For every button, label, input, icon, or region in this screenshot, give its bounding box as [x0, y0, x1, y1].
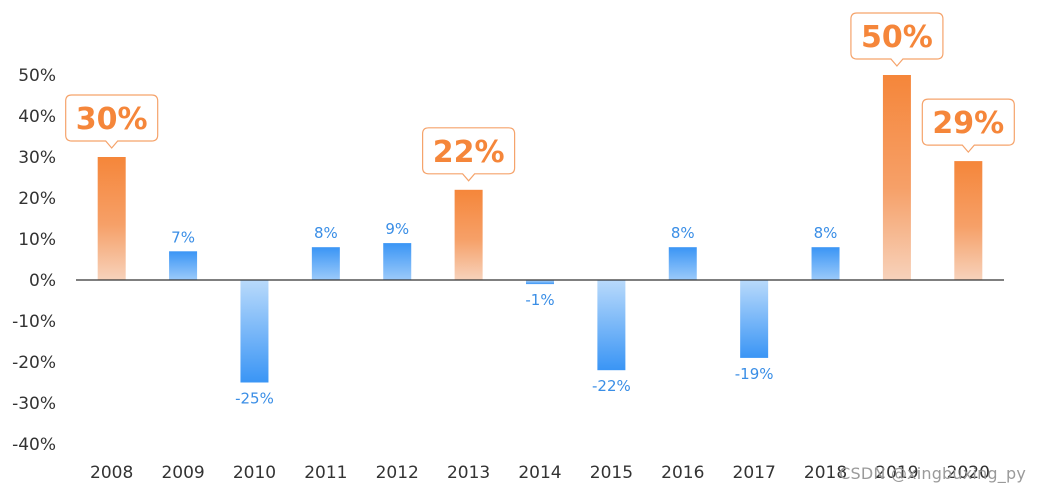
- x-tick-label: 2020: [947, 463, 990, 483]
- bar-2012: [383, 243, 412, 280]
- y-tick-label: -30%: [12, 394, 56, 414]
- data-label-2017: -19%: [735, 365, 774, 383]
- y-tick-label: 0%: [29, 271, 56, 291]
- y-axis-ticks: 50% 40% 30% 20% 10% 0% -10% -20% -30% -40%: [12, 66, 56, 455]
- x-tick-label: 2011: [304, 463, 347, 483]
- callout-box: [850, 12, 944, 67]
- data-label-2010: -25%: [235, 390, 274, 408]
- data-label-2018: 8%: [814, 224, 838, 242]
- x-tick-label: 2013: [447, 463, 490, 483]
- callout-2019: 50%: [850, 12, 944, 67]
- x-tick-label: 2012: [376, 463, 419, 483]
- bar-2010: [240, 280, 269, 383]
- bar-2014: [526, 280, 554, 285]
- callout-label: 30%: [76, 102, 148, 137]
- y-tick-label: 20%: [18, 189, 56, 209]
- bar-2013: [454, 189, 483, 280]
- bar-2020: [954, 161, 983, 280]
- x-tick-label: 2019: [875, 463, 918, 483]
- data-label-2016: 8%: [671, 224, 695, 242]
- callout-box: [65, 94, 159, 149]
- callout-box: [422, 127, 516, 182]
- callout-2020: 29%: [921, 98, 1015, 154]
- y-tick-label: 40%: [18, 107, 56, 127]
- bar-2011: [311, 247, 340, 280]
- data-label-2014: -1%: [525, 291, 554, 309]
- callout-box: [921, 98, 1015, 154]
- x-tick-label: 2009: [161, 463, 204, 483]
- y-tick-label: -20%: [12, 353, 56, 373]
- bar-2009: [169, 251, 198, 280]
- x-tick-label: 2017: [733, 463, 776, 483]
- y-tick-label: -10%: [12, 312, 56, 332]
- callout-2008: 30%: [65, 94, 159, 149]
- bar-2015: [597, 280, 626, 371]
- callout-label: 22%: [433, 135, 505, 170]
- y-tick-label: 30%: [18, 148, 56, 168]
- bar-2019: [882, 75, 911, 280]
- data-label-2009: 7%: [171, 228, 195, 246]
- x-tick-label: 2015: [590, 463, 633, 483]
- y-tick-label: -40%: [12, 435, 56, 455]
- bar-2008: [97, 157, 126, 280]
- watermark: CSDN @xingbuxing_py: [839, 464, 1026, 483]
- callout-2013: 22%: [422, 127, 516, 182]
- bar-2018: [811, 247, 840, 280]
- x-tick-label: 2018: [804, 463, 847, 483]
- x-tick-label: 2014: [518, 463, 561, 483]
- data-labels: 30% 7% -25% 8% 9% 22% -1% -22% 8% -19% 8% 50% 29%: [65, 12, 1015, 408]
- y-tick-label: 10%: [18, 230, 56, 250]
- x-tick-label: 2010: [233, 463, 276, 483]
- data-label-2012: 9%: [385, 220, 409, 238]
- bars: [97, 75, 983, 383]
- data-label-2011: 8%: [314, 224, 338, 242]
- data-label-2015: -22%: [592, 377, 631, 395]
- y-tick-label: 50%: [18, 66, 56, 86]
- x-axis-ticks: 2008 2009 2010 2011 2012 2013 2014 2015 2016 2017…: [90, 463, 990, 483]
- callout-label: 50%: [861, 20, 933, 55]
- bar-2017: [740, 280, 769, 358]
- bar-2016: [668, 247, 697, 280]
- callout-label: 29%: [932, 106, 1004, 141]
- x-tick-label: 2016: [661, 463, 704, 483]
- x-tick-label: 2008: [90, 463, 133, 483]
